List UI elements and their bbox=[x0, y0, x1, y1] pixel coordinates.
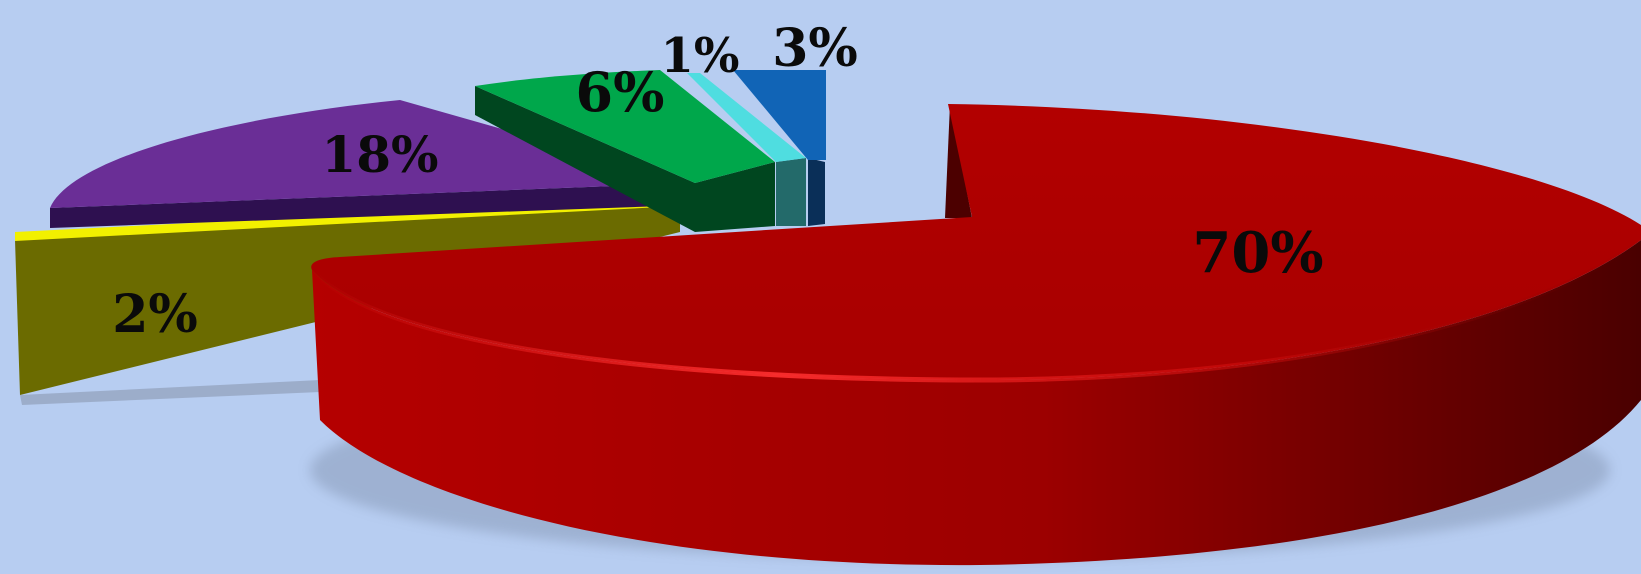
slice-3-percent-side bbox=[808, 158, 825, 226]
slice-1-percent-side bbox=[776, 158, 806, 226]
label-3-percent: 3% bbox=[772, 18, 858, 79]
slice-1-percent-top bbox=[687, 73, 806, 162]
label-70-percent: 70% bbox=[1192, 220, 1323, 286]
slice-2-percent-shadow bbox=[20, 380, 320, 405]
label-2-percent: 2% bbox=[112, 284, 198, 345]
slice-70-percent-cut-face bbox=[945, 104, 972, 218]
slice-70-percent-rim bbox=[310, 237, 1641, 383]
slice-6-percent bbox=[475, 70, 775, 232]
slice-70-percent-side bbox=[312, 240, 1641, 566]
slice-70-percent-top bbox=[311, 104, 1641, 381]
slice-70-percent bbox=[310, 104, 1641, 566]
slice-6-percent-side bbox=[475, 86, 695, 232]
slice-6-percent-top bbox=[475, 70, 775, 183]
slice-18-percent-top bbox=[50, 100, 692, 208]
slice-6-percent-front bbox=[695, 162, 775, 232]
slice-1-percent bbox=[687, 73, 806, 226]
label-6-percent: 6% bbox=[576, 60, 665, 124]
slice-18-percent bbox=[50, 100, 692, 228]
label-1-percent: 1% bbox=[660, 28, 739, 84]
slice-labels: 70% 2% 18% 6% 1% 3% bbox=[112, 18, 1323, 345]
slice-3-percent-top bbox=[733, 70, 826, 160]
slice-18-percent-side bbox=[50, 183, 692, 228]
label-18-percent: 18% bbox=[321, 125, 438, 184]
slice-3-percent bbox=[733, 70, 826, 226]
